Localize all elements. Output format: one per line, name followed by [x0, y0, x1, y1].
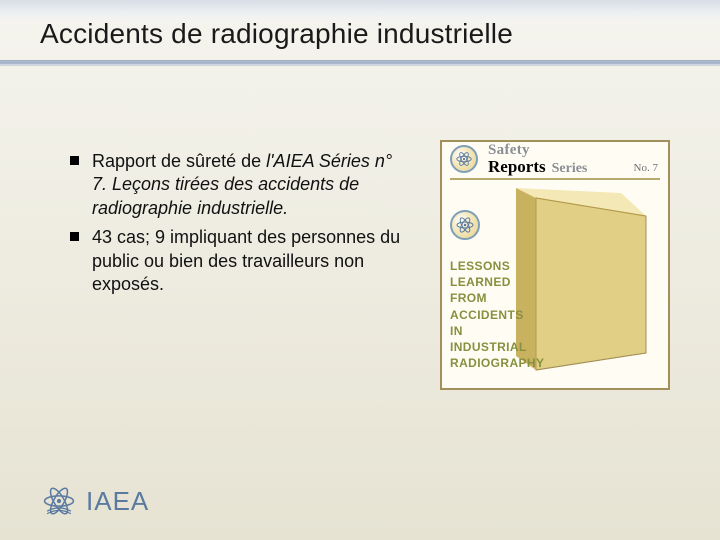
lessons-line: INDUSTRIAL	[450, 339, 544, 355]
slide-title: Accidents de radiographie industrielle	[40, 18, 700, 50]
bullet-content: Rapport de sûreté de l'AIEA Séries n° 7.…	[70, 150, 410, 302]
bullet-item: 43 cas; 9 impliquant des personnes du pu…	[70, 226, 410, 296]
lessons-line: IN	[450, 323, 544, 339]
report-cover-card: Safety Reports Series No. 7	[440, 140, 670, 390]
report-safety-word: Safety	[488, 143, 587, 158]
report-reports-word: Reports	[488, 158, 546, 175]
bullet-item: Rapport de sûreté de l'AIEA Séries n° 7.…	[70, 150, 410, 220]
iaea-atom-icon	[42, 484, 76, 518]
lessons-line: LEARNED	[450, 274, 544, 290]
title-underline	[0, 60, 720, 66]
footer-logo: IAEA	[42, 484, 149, 518]
report-series-word: Series	[552, 162, 588, 176]
lessons-line: RADIOGRAPHY	[450, 355, 544, 371]
report-header: Safety Reports Series No. 7	[442, 142, 668, 176]
lessons-line: FROM	[450, 290, 544, 306]
atom-icon	[450, 210, 480, 240]
lessons-line: ACCIDENTS	[450, 307, 544, 323]
atom-icon	[450, 145, 478, 173]
report-body: LESSONS LEARNED FROM ACCIDENTS IN INDUST…	[442, 180, 668, 386]
report-number: No. 7	[634, 162, 658, 174]
bullet-text-prefix: Rapport de sûreté de	[92, 151, 266, 171]
bullet-text: 43 cas; 9 impliquant des personnes du pu…	[92, 227, 400, 294]
iaea-label: IAEA	[86, 486, 149, 517]
report-title-block: Safety Reports Series	[488, 143, 587, 176]
lessons-line: LESSONS	[450, 258, 544, 274]
bullet-list: Rapport de sûreté de l'AIEA Séries n° 7.…	[70, 150, 410, 296]
report-lessons-text: LESSONS LEARNED FROM ACCIDENTS IN INDUST…	[450, 258, 544, 371]
